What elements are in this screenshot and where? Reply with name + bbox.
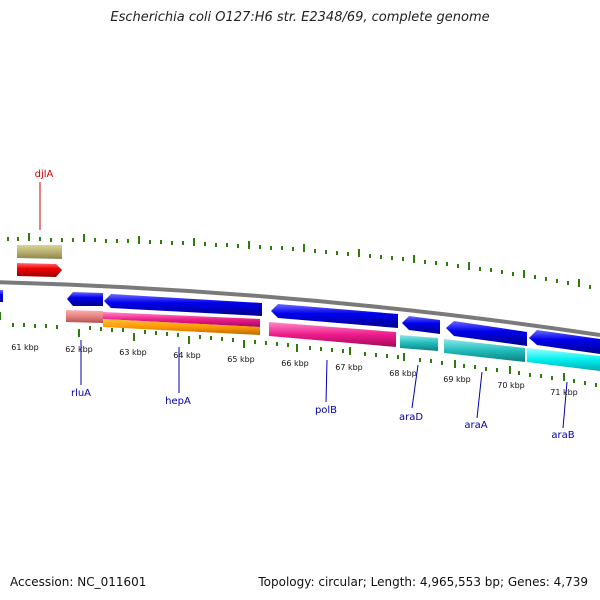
cog-bar-cyan — [527, 348, 600, 371]
cog-bar-teal-1 — [400, 335, 438, 351]
gene-labels: djlA rluA hepA polB araD araA araB — [35, 169, 575, 441]
scale-label: 70 kbp — [497, 381, 525, 390]
accession-text: Accession: NC_011601 — [10, 575, 147, 589]
map-title: Escherichia coli O127:H6 str. E2348/69, … — [110, 10, 490, 25]
upper-tick-track — [7, 233, 591, 289]
cog-bar-pink-2 — [269, 322, 396, 347]
gene-reverse-khaki — [17, 245, 62, 259]
gene-araA-arrow — [446, 321, 527, 346]
cog-bar-salmon — [66, 310, 103, 323]
scale-label: 66 kbp — [281, 359, 309, 368]
scale-label: 65 kbp — [227, 355, 255, 364]
cog-bar-orange — [103, 319, 260, 335]
gene-djlA-arrow — [17, 263, 62, 277]
gene-araB-arrow — [529, 330, 600, 354]
cog-bar-pink-1 — [103, 312, 260, 327]
gene-label-araD: araD — [399, 412, 423, 423]
gene-polB-arrow — [271, 304, 398, 328]
gene-araD-arrow — [402, 316, 440, 334]
scale-label: 68 kbp — [389, 369, 417, 378]
scale-label: 67 kbp — [335, 363, 363, 372]
gene-hepA-arrow — [104, 294, 262, 316]
gene-label-araB: araB — [551, 430, 574, 441]
genome-backbone — [0, 280, 600, 337]
gene-label-polB: polB — [315, 405, 337, 416]
gene-label-araA: araA — [464, 420, 487, 431]
scale-label: 62 kbp — [65, 345, 93, 354]
scale-label: 63 kbp — [119, 348, 147, 357]
gene-label-rluA: rluA — [71, 388, 91, 399]
scale-label: 64 kbp — [173, 351, 201, 360]
gene-blue-edge — [0, 290, 3, 302]
scale-labels: 61 kbp 62 kbp 63 kbp 64 kbp 65 kbp 66 kb… — [11, 343, 578, 397]
gene-label-djlA: djlA — [35, 169, 54, 180]
lower-tick-track — [0, 312, 597, 387]
gene-leader-lines — [39, 182, 568, 429]
gene-label-hepA: hepA — [165, 396, 191, 407]
scale-label: 69 kbp — [443, 375, 471, 384]
cog-bar-teal-2 — [444, 339, 525, 362]
scale-label: 71 kbp — [550, 388, 578, 397]
scale-label: 61 kbp — [11, 343, 39, 352]
genome-summary-text: Topology: circular; Length: 4,965,553 bp… — [258, 575, 588, 589]
gene-rluA-arrow — [67, 292, 103, 306]
